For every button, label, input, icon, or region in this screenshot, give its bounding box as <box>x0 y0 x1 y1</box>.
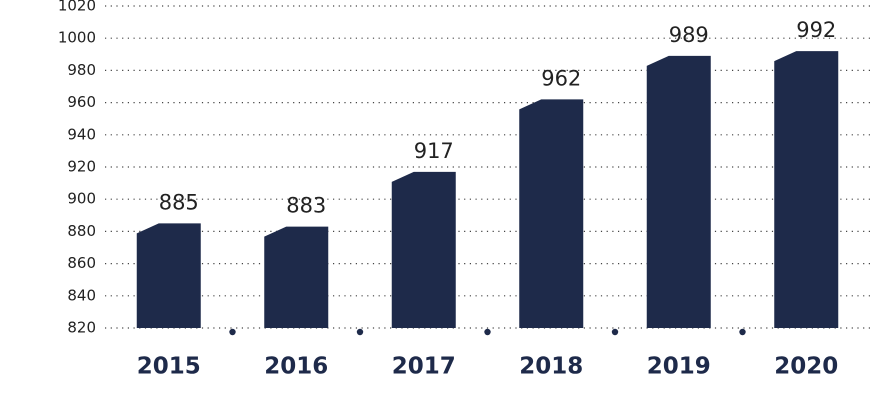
y-tick-label: 820 <box>67 319 96 337</box>
bar <box>646 55 711 328</box>
y-tick-label: 1000 <box>58 29 96 47</box>
x-tick-label: 2019 <box>647 354 711 380</box>
y-tick-label: 940 <box>67 125 96 143</box>
y-tick-label: 840 <box>67 286 96 304</box>
y-tick-label: 1020 <box>58 0 96 15</box>
separator-dot <box>229 328 236 336</box>
x-tick-label: 2018 <box>519 354 583 380</box>
x-tick-label: 2015 <box>137 354 201 380</box>
y-tick-label: 880 <box>67 222 96 240</box>
value-label: 989 <box>669 23 709 47</box>
separator-dot <box>356 328 364 336</box>
separator-dot <box>739 328 746 336</box>
y-tick-label: 920 <box>67 158 96 176</box>
bar <box>774 51 839 328</box>
bar <box>519 99 584 328</box>
y-tick-label: 860 <box>67 254 96 272</box>
value-label: 917 <box>414 139 454 163</box>
bar <box>391 171 456 328</box>
bar <box>136 223 201 328</box>
value-label: 962 <box>541 66 581 90</box>
value-label: 885 <box>159 190 199 214</box>
separator-dot <box>611 328 619 336</box>
x-tick-label: 2020 <box>774 354 838 380</box>
value-label: 883 <box>286 194 326 218</box>
x-tick-label: 2016 <box>264 354 328 380</box>
y-tick-label: 980 <box>67 61 96 79</box>
value-label: 992 <box>796 18 836 42</box>
y-tick-label: 900 <box>67 190 96 208</box>
bar <box>264 226 329 328</box>
x-tick-label: 2017 <box>392 354 456 380</box>
separator-dot <box>484 328 491 336</box>
y-tick-label: 960 <box>67 93 96 111</box>
